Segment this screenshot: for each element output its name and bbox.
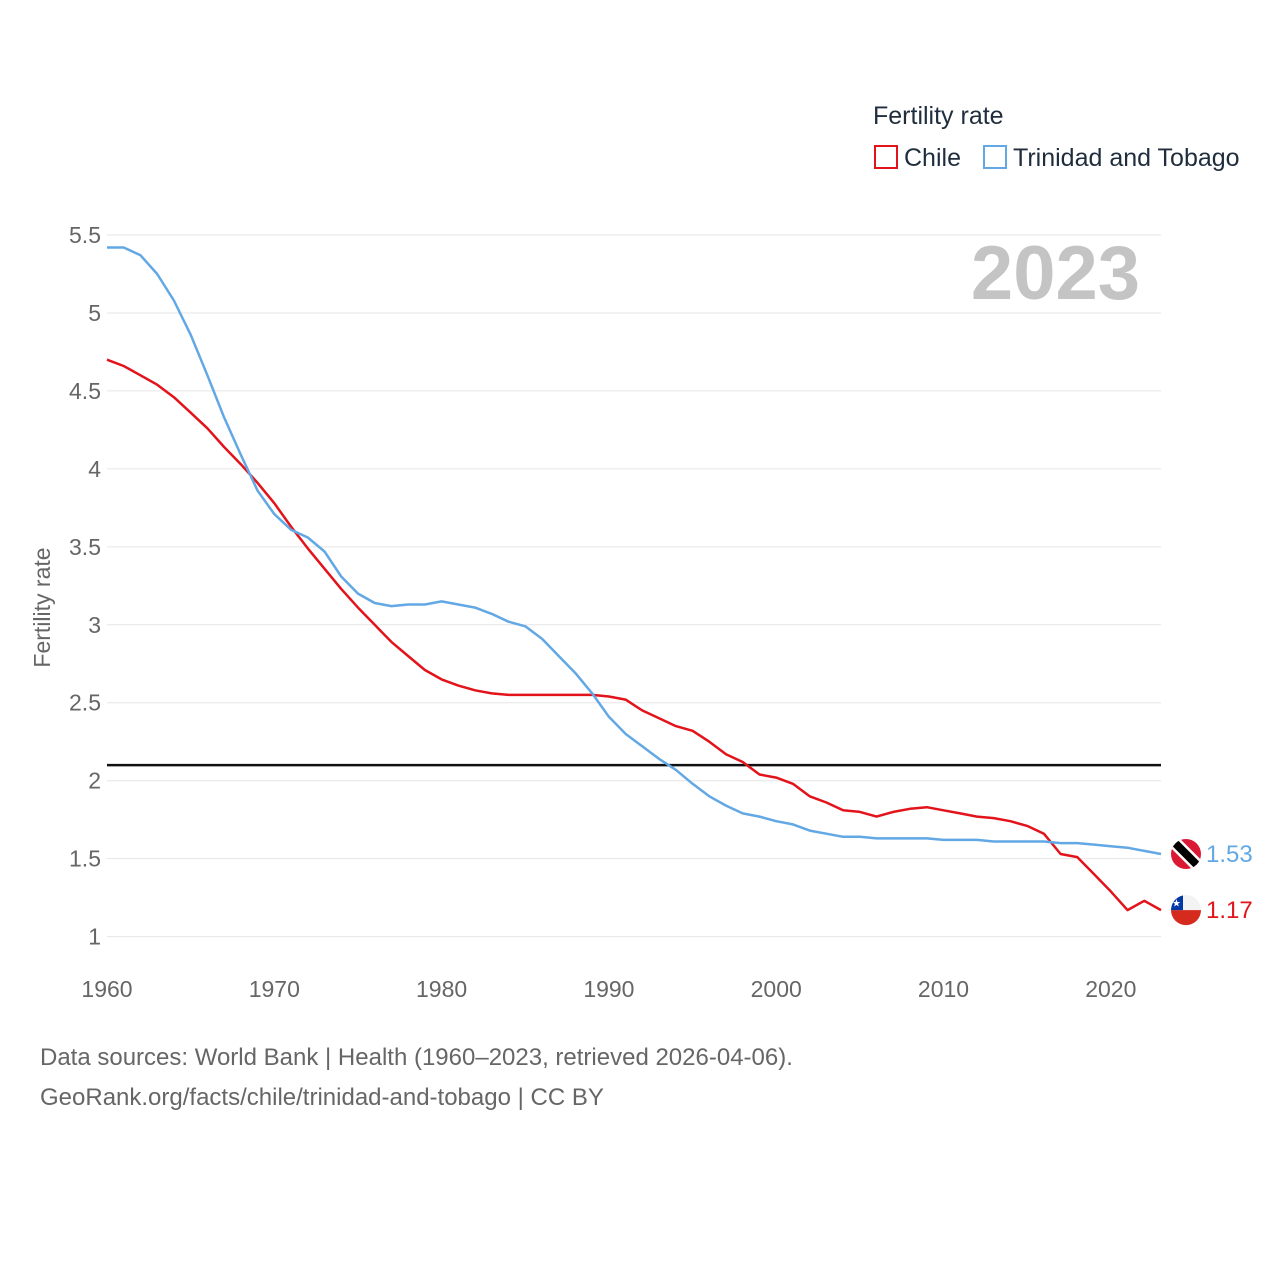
y-tick-label: 3 (88, 612, 101, 638)
y-tick-label: 4.5 (69, 378, 101, 404)
grid-lines (107, 234, 1161, 938)
footer-link[interactable]: GeoRank.org/facts/chile/trinidad-and-tob… (40, 1084, 604, 1111)
x-tick-label: 2000 (751, 976, 802, 1002)
y-tick-label: 1 (88, 924, 101, 950)
legend-item-trinidad-and-tobago[interactable]: Trinidad and Tobago (983, 144, 1240, 172)
y-tick-label: 3.5 (69, 534, 101, 560)
series-line-chile (106, 358, 1162, 912)
legend: Fertility rate Chile Trinidad and Tobago (873, 102, 1240, 172)
y-tick-label: 5.5 (69, 222, 101, 248)
year-label: 2023 (971, 231, 1140, 316)
legend-title: Fertility rate (873, 102, 1004, 130)
series-line-trinidad-and-tobago (107, 246, 1162, 856)
flag-chile-icon: ★ (1171, 895, 1201, 926)
flag-trinidad-and-tobago-icon (1171, 838, 1201, 869)
x-tick-label: 2010 (918, 976, 969, 1002)
legend-swatch-chile (874, 145, 898, 169)
end-value-chile: 1.17 (1206, 897, 1253, 924)
svg-text:★: ★ (1172, 899, 1181, 910)
y-tick-label: 5 (88, 300, 101, 326)
end-value-trinidad-and-tobago: 1.53 (1206, 841, 1253, 868)
footer-sources: Data sources: World Bank | Health (1960–… (40, 1044, 793, 1071)
legend-item-chile[interactable]: Chile (874, 144, 961, 172)
x-axis-ticks: 1960 1970 1980 1990 2000 2010 2020 (81, 976, 1136, 1002)
x-tick-label: 1990 (583, 976, 634, 1002)
legend-label-chile: Chile (904, 144, 961, 172)
y-tick-label: 2 (88, 768, 101, 794)
x-tick-label: 2020 (1085, 976, 1136, 1002)
y-tick-label: 1.5 (69, 846, 101, 872)
x-tick-label: 1980 (416, 976, 467, 1002)
legend-swatch-trinidad-and-tobago (983, 145, 1007, 169)
x-tick-label: 1960 (81, 976, 132, 1002)
y-axis-ticks: 1 1.5 2 2.5 3 3.5 4 4.5 5 5.5 (69, 222, 101, 950)
y-tick-label: 2.5 (69, 690, 101, 716)
y-axis-title: Fertility rate (29, 547, 55, 667)
y-tick-label: 4 (88, 456, 101, 482)
x-tick-label: 1970 (249, 976, 300, 1002)
legend-label-trinidad-and-tobago: Trinidad and Tobago (1013, 144, 1240, 172)
